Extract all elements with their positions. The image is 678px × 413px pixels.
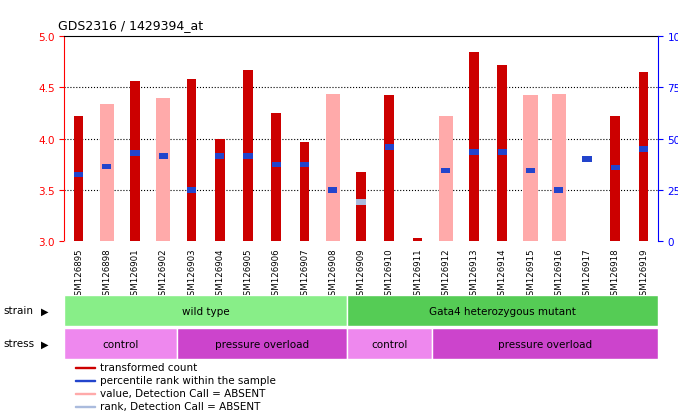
Bar	[243, 71, 253, 242]
Text: pressure overload: pressure overload	[215, 339, 309, 349]
Bar	[300, 142, 309, 242]
Text: control: control	[371, 339, 407, 349]
Text: GSM126914: GSM126914	[498, 248, 506, 300]
Text: control: control	[103, 339, 139, 349]
Bar	[187, 188, 196, 193]
Bar	[526, 168, 535, 174]
Bar	[75, 380, 95, 381]
Text: GSM126904: GSM126904	[216, 248, 224, 300]
Text: GSM126903: GSM126903	[187, 248, 196, 300]
Bar	[75, 393, 95, 394]
Bar	[186, 80, 197, 242]
Text: rank, Detection Call = ABSENT: rank, Detection Call = ABSENT	[100, 401, 260, 411]
Bar	[523, 95, 538, 242]
Bar	[554, 188, 563, 193]
Bar	[64, 328, 178, 359]
Text: GSM126913: GSM126913	[470, 248, 479, 300]
Bar	[441, 168, 450, 174]
Bar	[413, 239, 422, 242]
Bar	[243, 154, 253, 159]
Text: GSM126906: GSM126906	[272, 248, 281, 300]
Text: GSM126905: GSM126905	[243, 248, 252, 300]
Bar	[328, 188, 338, 193]
Text: GSM126901: GSM126901	[131, 248, 140, 300]
Bar	[130, 82, 140, 242]
Bar	[639, 73, 648, 242]
Bar	[469, 150, 479, 155]
Text: GDS2316 / 1429394_at: GDS2316 / 1429394_at	[58, 19, 203, 31]
Bar	[357, 200, 365, 206]
Text: ▶: ▶	[41, 306, 48, 316]
Text: GSM126910: GSM126910	[385, 248, 394, 300]
Bar	[271, 114, 281, 242]
Bar	[75, 367, 95, 368]
Bar	[347, 328, 432, 359]
Bar	[384, 145, 394, 150]
Bar	[498, 66, 507, 242]
Bar	[356, 172, 366, 242]
Bar	[498, 150, 507, 155]
Bar	[74, 172, 83, 178]
Bar	[610, 117, 620, 242]
Bar	[215, 140, 224, 242]
Bar	[102, 164, 111, 170]
Bar	[582, 157, 592, 163]
Bar	[439, 117, 453, 242]
Text: wild type: wild type	[182, 306, 229, 316]
Bar	[469, 52, 479, 242]
Bar	[100, 104, 114, 242]
Text: GSM126918: GSM126918	[611, 248, 620, 300]
Text: GSM126917: GSM126917	[582, 248, 591, 300]
Text: value, Detection Call = ABSENT: value, Detection Call = ABSENT	[100, 388, 265, 399]
Text: GSM126916: GSM126916	[555, 248, 563, 300]
Text: GSM126902: GSM126902	[159, 248, 167, 300]
Text: stress: stress	[3, 339, 35, 349]
Bar	[74, 117, 83, 242]
Bar	[75, 406, 95, 407]
Bar	[159, 154, 168, 159]
Text: GSM126908: GSM126908	[328, 248, 337, 300]
Text: GSM126911: GSM126911	[413, 248, 422, 300]
Bar	[130, 151, 140, 157]
Text: GSM126919: GSM126919	[639, 248, 648, 300]
Text: strain: strain	[3, 306, 33, 316]
Bar	[325, 95, 340, 242]
Bar	[178, 328, 347, 359]
Bar	[639, 147, 648, 152]
Bar	[300, 162, 309, 168]
Text: GSM126915: GSM126915	[526, 248, 535, 300]
Bar	[432, 328, 658, 359]
Text: GSM126907: GSM126907	[300, 248, 309, 300]
Bar	[156, 98, 170, 242]
Text: percentile rank within the sample: percentile rank within the sample	[100, 375, 276, 385]
Bar	[64, 295, 347, 326]
Text: pressure overload: pressure overload	[498, 339, 592, 349]
Bar	[611, 165, 620, 171]
Bar	[384, 95, 394, 242]
Text: transformed count: transformed count	[100, 363, 197, 373]
Text: ▶: ▶	[41, 339, 48, 349]
Bar	[215, 154, 224, 159]
Text: GSM126909: GSM126909	[357, 248, 365, 300]
Bar	[552, 95, 566, 242]
Text: Gata4 heterozygous mutant: Gata4 heterozygous mutant	[429, 306, 576, 316]
Bar	[347, 295, 658, 326]
Text: GSM126912: GSM126912	[441, 248, 450, 300]
Text: GSM126895: GSM126895	[74, 248, 83, 300]
Text: GSM126898: GSM126898	[102, 248, 111, 300]
Bar	[272, 162, 281, 168]
